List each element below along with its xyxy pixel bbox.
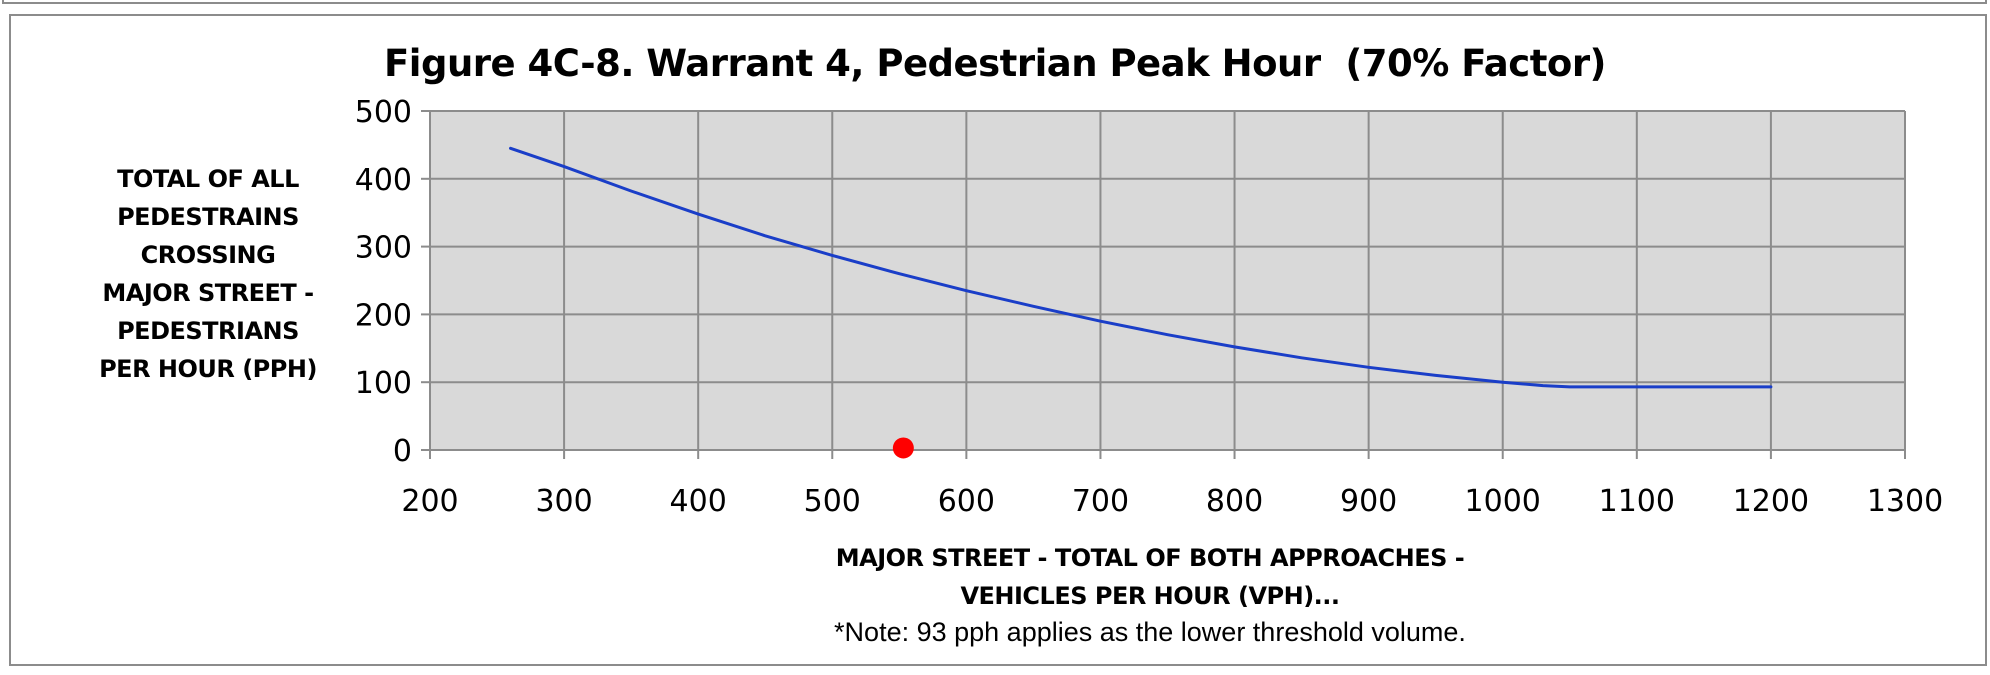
y-tick-label: 0 xyxy=(393,434,412,469)
x-tick-label: 800 xyxy=(1206,484,1263,519)
threshold-curve xyxy=(509,146,1773,389)
y-axis-label-line: TOTAL OF ALL xyxy=(117,165,299,193)
x-tick-label: 600 xyxy=(938,484,995,519)
threshold-note: *Note: 93 pph applies as the lower thres… xyxy=(834,617,1466,647)
chart-title: Figure 4C-8. Warrant 4, Pedestrian Peak … xyxy=(384,42,1606,85)
plot-background xyxy=(430,111,1905,450)
y-axis-label-line: PEDESTRIANS xyxy=(117,317,299,345)
data-point xyxy=(892,437,914,459)
x-tick-label: 900 xyxy=(1340,484,1397,519)
y-tick-label: 100 xyxy=(355,366,412,401)
x-tick-label: 1300 xyxy=(1867,484,1943,519)
x-tick-label: 400 xyxy=(670,484,727,519)
x-axis-label-line: MAJOR STREET - TOTAL OF BOTH APPROACHES … xyxy=(835,544,1465,572)
y-tick-label: 400 xyxy=(355,163,412,198)
y-axis-label-line: PER HOUR (PPH) xyxy=(99,355,317,383)
x-tick-label: 500 xyxy=(804,484,861,519)
x-tick-label: 700 xyxy=(1072,484,1129,519)
x-axis-label-line: VEHICLES PER HOUR (VPH)... xyxy=(960,582,1340,610)
x-tick-label: 1000 xyxy=(1465,484,1541,519)
x-tick-label: 1100 xyxy=(1599,484,1675,519)
x-axis-label: MAJOR STREET - TOTAL OF BOTH APPROACHES … xyxy=(800,539,1500,615)
y-axis-label: TOTAL OF ALL PEDESTRAINS CROSSING MAJOR … xyxy=(88,160,328,388)
x-tick-label: 200 xyxy=(401,484,458,519)
x-tick-label: 1200 xyxy=(1733,484,1809,519)
y-axis-label-line: PEDESTRAINS xyxy=(117,203,299,231)
previous-frame-border xyxy=(2,0,1987,4)
x-tick-label: 300 xyxy=(535,484,592,519)
y-axis-label-line: CROSSING xyxy=(140,241,276,269)
y-tick-label: 300 xyxy=(355,231,412,266)
y-axis-label-line: MAJOR STREET - xyxy=(102,279,314,307)
y-tick-label: 500 xyxy=(355,95,412,130)
y-tick-label: 200 xyxy=(355,298,412,333)
